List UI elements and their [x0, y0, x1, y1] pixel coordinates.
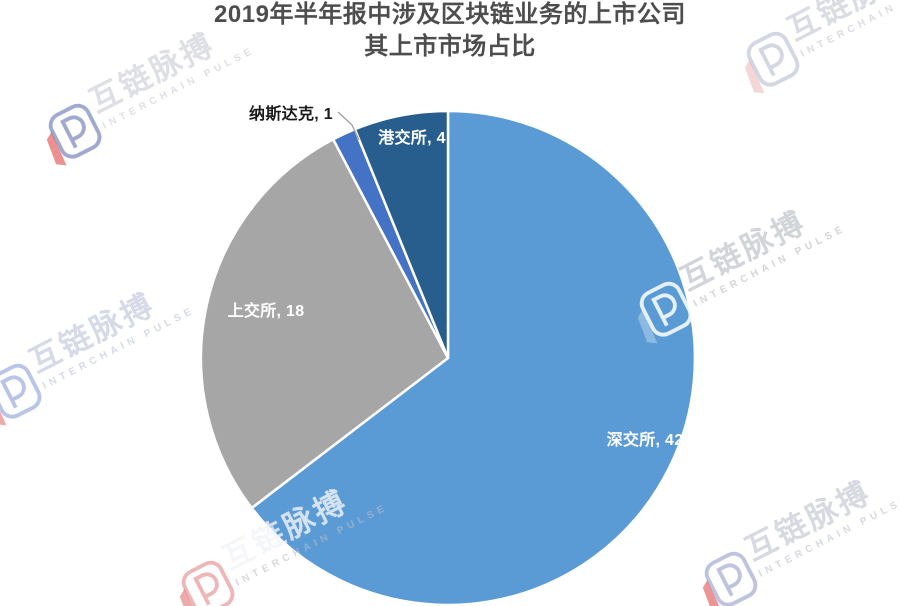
label-callout-line [337, 111, 360, 141]
pie-slice-港交所 [353, 109, 450, 360]
pie-slice-深交所 [250, 109, 697, 606]
chart-title-line1: 2019年半年报中涉及区块链业务的上市公司 [214, 1, 686, 28]
chart-title: 2019年半年报中涉及区块链业务的上市公司 其上市市场占比 [0, 0, 900, 63]
chart-title-line2: 其上市市场占比 [364, 33, 536, 60]
pie-slice-上交所 [199, 138, 450, 510]
